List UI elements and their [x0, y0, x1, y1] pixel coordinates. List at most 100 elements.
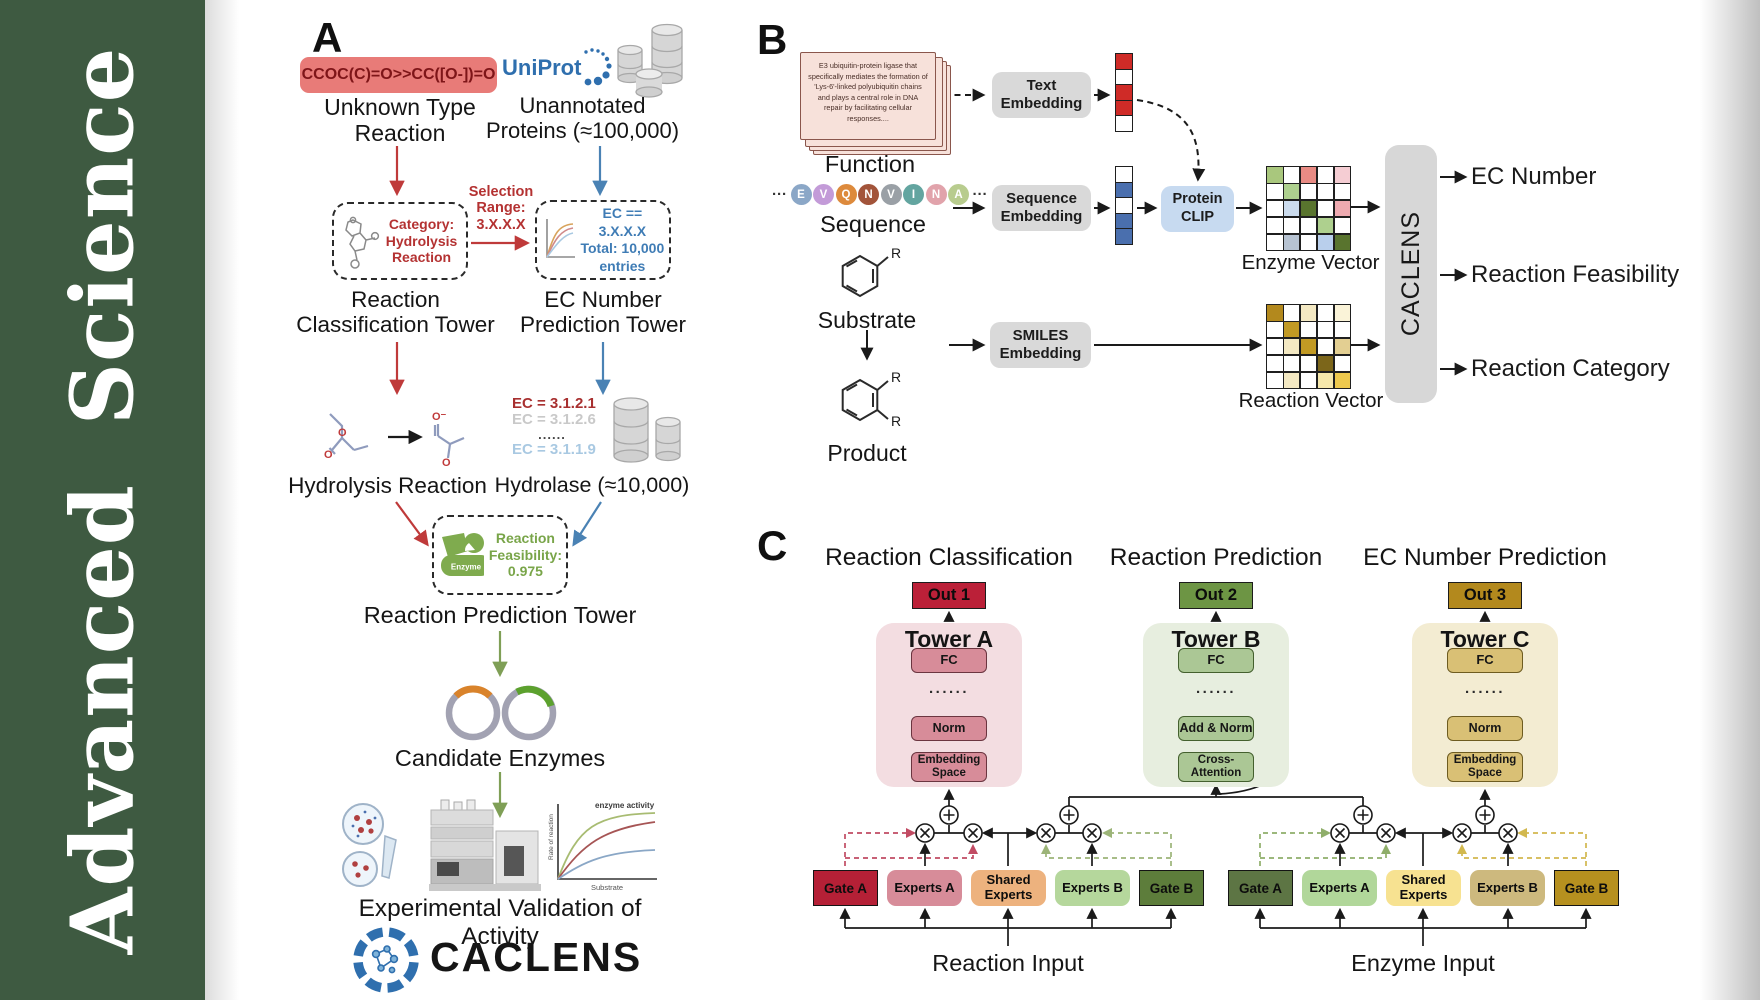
- svg-text:enzyme activity: enzyme activity: [595, 801, 655, 810]
- grid-cell: [1283, 200, 1300, 217]
- tower-c-embedding-space: Embedding Space: [1447, 752, 1523, 782]
- grid-cell: [1283, 321, 1300, 338]
- protein-clip-box: Protein CLIP: [1161, 186, 1234, 232]
- enzyme-icon: Enzyme: [441, 533, 484, 576]
- product-label: Product: [827, 440, 907, 466]
- reaction-gate-b: Gate B: [1139, 870, 1204, 906]
- grid-cell: [1317, 321, 1334, 338]
- grid-cell: [1300, 321, 1317, 338]
- journal-banner: Advanced Science: [0, 0, 205, 1000]
- tower-b: Tower B FC ...... Add & Norm Cross-Atten…: [1143, 623, 1289, 787]
- grid-cell: [1283, 183, 1300, 200]
- grid-cell: [1334, 167, 1351, 183]
- uniprot-logo: UniProt: [502, 48, 612, 86]
- tower-a-norm: Norm: [911, 716, 987, 741]
- tower-b-add-norm: Add & Norm: [1178, 716, 1254, 741]
- vector-cell: [1115, 166, 1133, 183]
- enzyme-experts-b: Experts B: [1470, 870, 1545, 906]
- svg-text:Rate of reaction: Rate of reaction: [548, 814, 555, 860]
- sample-magnifier-icon: [342, 803, 397, 887]
- svg-text:R: R: [891, 413, 901, 429]
- grid-cell: [1283, 372, 1300, 389]
- reaction-shared-experts: Shared Experts: [971, 870, 1046, 906]
- experimental-validation-icons: enzyme activity Rate of reaction Substra…: [342, 799, 657, 892]
- enzyme-experts-a: Experts A: [1302, 870, 1377, 906]
- reaction-feasibility-box: Enzyme Reaction Feasibility: 0.975: [432, 515, 568, 595]
- unannotated-proteins-label: Unannotated Proteins (≈100,000): [485, 93, 680, 143]
- product-structure: R R: [841, 369, 901, 429]
- grid-cell: [1317, 167, 1334, 183]
- output-reaction-category: Reaction Category: [1471, 355, 1670, 382]
- residue-circle: A: [948, 184, 969, 205]
- vector-cell: [1115, 53, 1133, 70]
- svg-text:Substrate: Substrate: [591, 883, 623, 892]
- grid-cell: [1300, 305, 1317, 321]
- reaction-vector-grid: [1266, 304, 1352, 390]
- grid-cell: [1317, 305, 1334, 321]
- ec-number-prediction-tower-label: EC Number Prediction Tower: [520, 287, 686, 338]
- plasmid-icons: [445, 685, 557, 741]
- residue-circle: V: [813, 184, 834, 205]
- caclens-logo: [353, 927, 419, 993]
- vector-cell: [1115, 212, 1133, 230]
- molecule-sketch-icon: [344, 216, 379, 269]
- vector-cell: [1115, 228, 1133, 245]
- function-card-text: E3 ubiquitin-protein ligase that specifi…: [800, 52, 936, 140]
- residue-circle: E: [790, 184, 812, 205]
- grid-cell: [1267, 234, 1283, 251]
- grid-cell: [1267, 355, 1283, 372]
- hydrolase-database-icon: [613, 397, 681, 463]
- vector-cell: [1115, 84, 1133, 101]
- residue-circle: N: [925, 184, 947, 205]
- reaction-input-label: Reaction Input: [932, 950, 1084, 976]
- enzyme-gate-a: Gate A: [1228, 870, 1293, 906]
- residue-circle: V: [880, 184, 902, 205]
- svg-text:UniProt: UniProt: [502, 55, 582, 80]
- hydrolysis-reaction-structures: O O O⁻ O: [324, 411, 465, 468]
- vector-cell: [1115, 181, 1133, 199]
- output-ec-number: EC Number: [1471, 163, 1597, 190]
- reaction-classification-box: Category: Hydrolysis Reaction: [332, 202, 468, 280]
- selection-range-label: Selection Range: 3.X.X.X: [468, 184, 534, 233]
- title-reaction-prediction: Reaction Prediction: [1109, 544, 1323, 571]
- grid-cell: [1334, 217, 1351, 234]
- svg-text:R: R: [891, 369, 901, 385]
- svg-text:R: R: [891, 245, 901, 261]
- grid-cell: [1300, 200, 1317, 217]
- substrate-label: Substrate: [817, 307, 917, 333]
- tower-c-fc: FC: [1447, 648, 1523, 673]
- grid-cell: [1267, 338, 1283, 355]
- residue-circle: I: [903, 184, 924, 205]
- grid-cell: [1300, 167, 1317, 183]
- grid-cell: [1334, 183, 1351, 200]
- residue-circle: N: [858, 184, 879, 205]
- vector-cell: [1115, 99, 1133, 117]
- substrate-structure: R: [841, 245, 901, 298]
- page-edge-shadow: [1700, 0, 1760, 1000]
- grid-cell: [1317, 183, 1334, 200]
- hydrolase-label: Hydrolase (≈10,000): [494, 473, 690, 497]
- grid-cell: [1334, 321, 1351, 338]
- grid-cell: [1334, 305, 1351, 321]
- unknown-reaction-label: Unknown Type Reaction: [324, 94, 476, 146]
- caclens-wordmark: CACLENS: [430, 934, 643, 980]
- enzyme-activity-plot: enzyme activity Rate of reaction Substra…: [548, 801, 657, 892]
- grid-cell: [1317, 217, 1334, 234]
- residue-circle: Q: [835, 184, 857, 205]
- svg-text:O: O: [338, 427, 347, 439]
- tower-a-fc: FC: [911, 648, 987, 673]
- sequence-embedding-vector: [1115, 166, 1133, 245]
- svg-text:O: O: [324, 449, 333, 461]
- journal-title: Advanced Science: [52, 46, 154, 954]
- tower-b-fc: FC: [1178, 648, 1254, 673]
- grid-cell: [1317, 234, 1334, 251]
- ec-box-text: EC == 3.X.X.X Total: 10,000 entries: [580, 205, 665, 274]
- reaction-experts-a: Experts A: [887, 870, 962, 906]
- out-2-box: Out 2: [1179, 582, 1253, 609]
- grid-cell: [1267, 167, 1283, 183]
- panel-c-label: C: [757, 522, 788, 569]
- grid-cell: [1283, 305, 1300, 321]
- ec-candidates-list: EC = 3.1.2.1 EC = 3.1.2.6 ...... EC = 3.…: [512, 395, 596, 459]
- grid-cell: [1283, 355, 1300, 372]
